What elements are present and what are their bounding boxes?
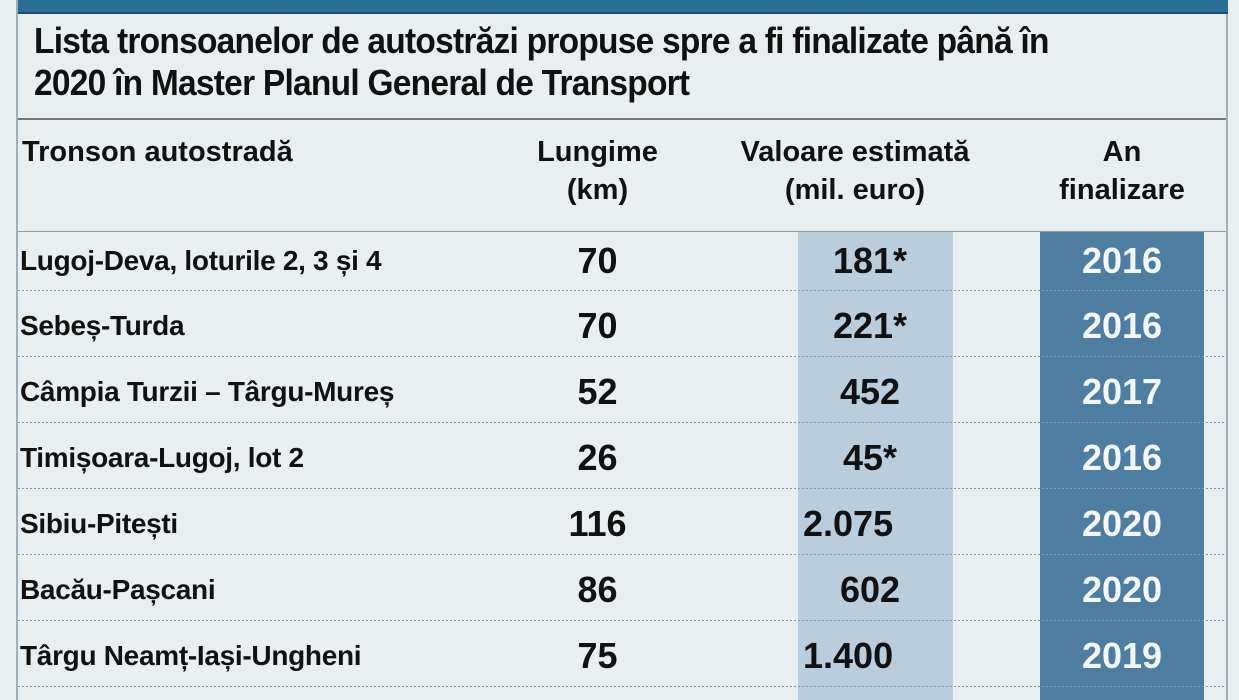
table-row-length: 116	[568, 503, 627, 544]
row-divider	[18, 554, 1226, 555]
table-row-value: 181*	[832, 240, 908, 281]
header-year-line2: finalizare	[1059, 174, 1185, 206]
table-row-year: 2016	[1081, 240, 1163, 281]
table-row-length: 52	[577, 371, 618, 412]
table-row-length: 70	[577, 240, 618, 281]
table-row-year: 2017	[1081, 371, 1163, 412]
table-row-year: 2016	[1081, 305, 1163, 346]
title-line-1: Lista tronsoanelor de autostrăzi propuse…	[34, 20, 1049, 61]
row-divider	[18, 356, 1226, 357]
table-row-value: 45*	[842, 437, 898, 478]
table-row-segment: Lugoj-Deva, loturile 2, 3 și 4	[20, 245, 382, 276]
table-row-value: 1.400	[803, 635, 894, 676]
year-column-highlight	[1040, 232, 1204, 700]
table-row-value: 452	[839, 371, 901, 412]
row-divider	[18, 290, 1226, 291]
table-row-length: 75	[577, 635, 618, 676]
table-row-value: 602	[839, 569, 901, 610]
header-divider	[18, 231, 1226, 232]
title-line-2: 2020 în Master Planul General de Transpo…	[34, 62, 690, 103]
row-divider	[18, 422, 1226, 423]
row-divider	[18, 620, 1226, 621]
header-segment: Tronson autostradă	[22, 136, 293, 168]
table-row-segment: Câmpia Turzii – Târgu-Mureș	[20, 376, 395, 407]
table-row-length: 26	[577, 437, 618, 478]
header-year-line1: An	[1102, 136, 1142, 168]
page-title: Lista tronsoanelor de autostrăzi propuse…	[34, 20, 1131, 104]
table-row-year: 2020	[1081, 569, 1163, 610]
table-row-segment: Timișoara-Lugoj, lot 2	[20, 442, 304, 473]
table-row-length: 70	[577, 305, 618, 346]
table-row-value: 221*	[832, 305, 908, 346]
table-row-segment: Târgu Neamț-Iași-Ungheni	[20, 640, 362, 671]
header-value-line1: Valoare estimată	[740, 136, 970, 168]
header-value: Valoare estimată (mil. euro)	[700, 133, 1010, 209]
header-year: An finalizare	[1025, 133, 1219, 209]
table-row-segment: Bacău-Pașcani	[20, 574, 216, 605]
title-divider	[18, 118, 1226, 120]
frame-right-border	[1226, 0, 1228, 700]
row-divider	[18, 686, 1226, 687]
header-value-line2: (mil. euro)	[784, 174, 926, 206]
table-row-year: 2016	[1081, 437, 1163, 478]
top-accent-bar	[18, 0, 1228, 14]
header-length-line2: (km)	[566, 174, 629, 206]
row-divider	[18, 488, 1226, 489]
table-row-segment: Sebeș-Turda	[20, 310, 185, 341]
table-row-value: 2.075	[803, 503, 894, 544]
table-row-length: 86	[577, 569, 618, 610]
frame-left-border	[16, 0, 18, 700]
header-length-line1: Lungime	[537, 136, 658, 168]
table-row-segment: Sibiu-Pitești	[20, 508, 178, 539]
table-row-year: 2020	[1081, 503, 1163, 544]
table-row-year: 2019	[1081, 635, 1163, 676]
header-length: Lungime (km)	[515, 133, 680, 209]
value-column-highlight	[798, 232, 953, 700]
